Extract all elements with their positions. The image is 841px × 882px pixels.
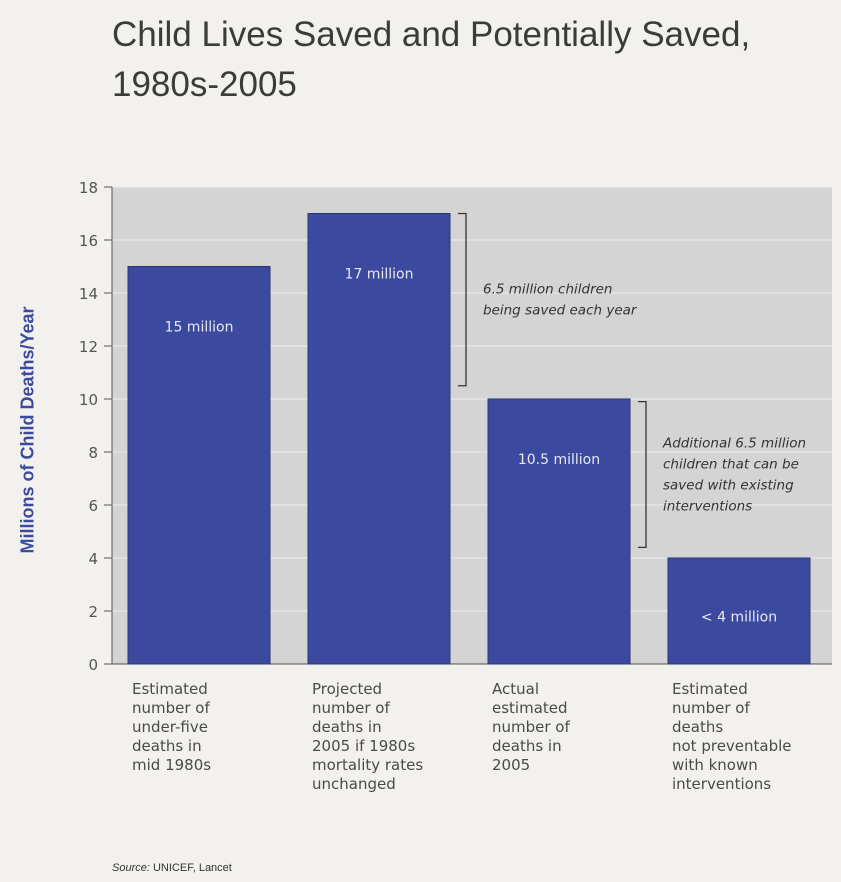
annotation-bracket [638, 401, 647, 549]
annotation-text: 6.5 million children being saved each yea… [483, 282, 638, 319]
source-prefix: Source: [112, 862, 150, 874]
y-tick-label: 8 [88, 444, 98, 462]
data-labels: 15 million 17 million 10.5 million < 4 mill… [165, 267, 778, 626]
chart-title: Child Lives Saved and Potentially Saved,… [112, 15, 751, 104]
y-tick-label: 10 [79, 391, 98, 409]
y-tick-label: 0 [88, 656, 98, 674]
bar-data-label: < 4 million [701, 610, 777, 626]
bar-data-label: 15 million [165, 320, 234, 336]
annotation-text: Additional 6.5 million children that can … [662, 436, 806, 515]
bar [667, 557, 811, 665]
y-tick-label: 18 [79, 179, 98, 197]
source-text: UNICEF, Lancet [152, 862, 232, 874]
annotation-bracket [458, 212, 467, 387]
y-tick-label: 16 [79, 232, 98, 250]
bar [127, 266, 271, 665]
y-tick-label: 12 [79, 338, 98, 356]
bar-data-label: 10.5 million [518, 452, 600, 468]
category-label: Actual estimated number of deaths in 200… [492, 680, 570, 774]
bar [307, 213, 451, 665]
category-label: Estimated number of deaths not preventab… [672, 680, 792, 793]
y-tick-label: 4 [88, 550, 98, 568]
annotation-brackets: 6.5 million children being saved each yea… [458, 212, 806, 549]
bars [127, 213, 811, 665]
y-tick-label: 6 [88, 497, 98, 515]
category-label: Estimated number of under-five deaths in… [132, 680, 212, 774]
source-note: Source: UNICEF, Lancet [112, 862, 232, 874]
category-label: Projected number of deaths in 2005 if 19… [312, 680, 424, 793]
bar [487, 398, 631, 665]
y-tick-label: 14 [79, 285, 98, 303]
y-tick-label: 2 [88, 603, 98, 621]
bar-data-label: 17 million [345, 267, 414, 283]
